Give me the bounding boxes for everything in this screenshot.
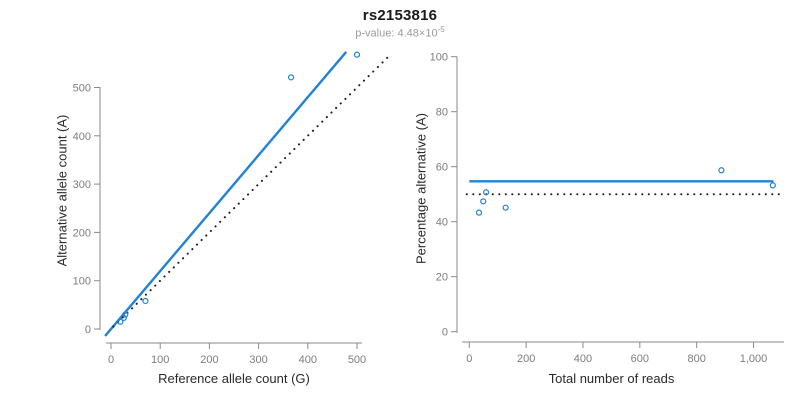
data-point — [287, 74, 295, 81]
y-tick-label: 80 — [436, 107, 448, 119]
data-point — [142, 297, 149, 305]
y-axis: 0 20 40 60 80 100 — [430, 52, 458, 339]
allele-counts-plot: 0 100 200 300 400 500 0 100 200 300 400 500 — [73, 51, 389, 366]
x-axis: 0 200 400 600 800 1,000 — [462, 341, 784, 365]
y-axis: 0 100 200 300 400 500 — [73, 83, 101, 336]
data-point — [120, 314, 127, 321]
x-tick-label: 0 — [466, 353, 472, 365]
x-tick-label: 1,000 — [740, 353, 768, 365]
y-tick-label: 20 — [436, 272, 448, 284]
y-tick-label: 200 — [73, 227, 91, 239]
pvalue-coefficient: 4.48 — [397, 27, 419, 40]
x-tick-label: 200 — [200, 354, 218, 366]
y-tick-label: 100 — [430, 52, 448, 64]
plot-subtitle: p-value: 4.48×10-5 — [0, 25, 800, 40]
percentage-alternative-plot: 0 20 40 60 80 100 0 200 400 600 800 1,000 — [430, 52, 784, 365]
pvalue-prefix: p-value: — [355, 27, 398, 40]
x-tick-label: 0 — [108, 354, 114, 366]
y-tick-label: 0 — [442, 327, 448, 339]
data-point — [718, 167, 725, 174]
y-tick-label: 100 — [73, 276, 91, 288]
x-tick-label: 400 — [574, 353, 592, 365]
left-y-axis-title: Alternative allele count (A) — [54, 114, 70, 267]
right-y-axis-title: Percentage alternative (A) — [413, 112, 429, 265]
x-axis: 0 100 200 300 400 500 — [106, 342, 366, 366]
pvalue-exponent: -5 — [437, 25, 445, 34]
data-point — [482, 189, 490, 196]
x-tick-label: 100 — [151, 354, 169, 366]
y-tick-label: 40 — [436, 217, 448, 229]
data-point — [353, 51, 361, 58]
fitted-allelic-ratio-line — [104, 51, 348, 337]
left-x-axis-title: Reference allele count (G) — [158, 371, 310, 386]
pvalue-times-base: ×10 — [418, 27, 438, 40]
x-tick-label: 800 — [687, 353, 705, 365]
y-tick-label: 60 — [436, 162, 448, 174]
y-tick-label: 500 — [73, 83, 91, 95]
identity-line — [112, 56, 389, 328]
y-tick-label: 400 — [73, 131, 91, 143]
data-point — [117, 318, 124, 325]
data-point — [122, 311, 129, 318]
data-points — [117, 51, 361, 325]
y-tick-label: 300 — [73, 179, 91, 191]
data-point — [475, 209, 483, 216]
right-x-axis-title: Total number of reads — [548, 371, 675, 386]
x-tick-label: 400 — [299, 354, 317, 366]
x-tick-label: 300 — [249, 354, 267, 366]
data-point — [480, 198, 487, 205]
data-point — [502, 204, 509, 211]
y-tick-label: 0 — [85, 324, 91, 336]
data-points — [475, 167, 776, 216]
x-tick-label: 600 — [631, 353, 649, 365]
plot-title: rs2153816 — [362, 7, 438, 24]
data-point — [769, 182, 776, 189]
x-tick-label: 200 — [517, 353, 535, 365]
x-tick-label: 500 — [348, 354, 366, 366]
